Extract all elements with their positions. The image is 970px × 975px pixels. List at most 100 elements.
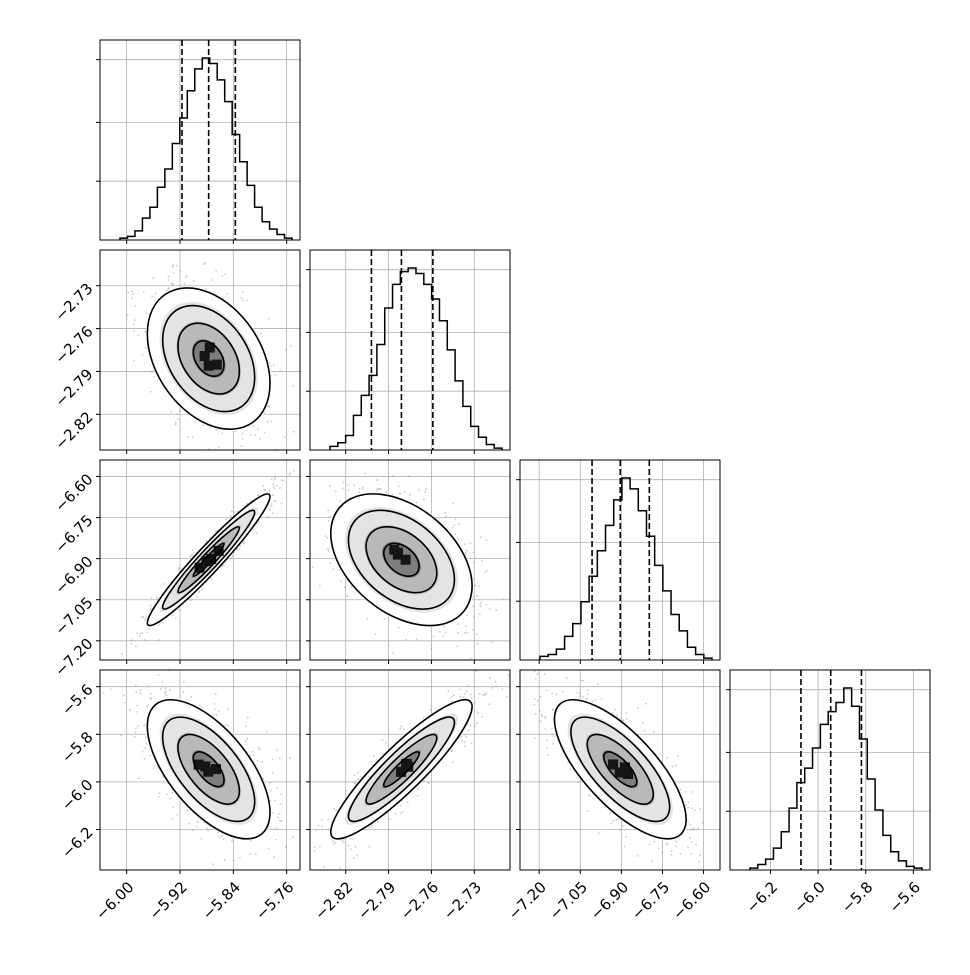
sample-point: [218, 447, 220, 449]
sample-point: [202, 706, 204, 708]
sample-point: [206, 540, 208, 542]
sample-point: [271, 503, 273, 505]
sample-point: [464, 632, 466, 634]
sample-point: [177, 567, 179, 569]
sample-point: [546, 740, 548, 742]
sample-point: [378, 488, 380, 490]
sample-point: [302, 358, 304, 360]
sample-point: [598, 832, 600, 834]
sample-point: [268, 848, 270, 850]
sample-point: [158, 674, 160, 676]
sample-point: [466, 632, 468, 634]
sample-point: [293, 470, 295, 472]
hist-panel-0: [96, 40, 300, 244]
sample-point: [308, 542, 310, 544]
sample-point: [481, 716, 483, 718]
sample-point: [273, 484, 275, 486]
sample-point: [314, 846, 316, 848]
sample-point: [597, 683, 599, 685]
sample-point: [624, 846, 626, 848]
sample-point: [470, 694, 472, 696]
sample-point: [321, 826, 323, 828]
sample-point: [626, 718, 628, 720]
sample-point: [348, 845, 350, 847]
density-bin: [393, 548, 403, 558]
panel-inner: [494, 665, 721, 882]
sample-point: [177, 418, 179, 420]
sample-point: [255, 434, 257, 436]
sample-point: [158, 624, 160, 626]
sample-point: [250, 853, 252, 855]
sample-point: [227, 725, 229, 727]
sample-point: [416, 638, 418, 640]
sample-point: [430, 648, 432, 650]
sample-point: [168, 287, 170, 289]
sample-point: [257, 495, 259, 497]
sample-point: [135, 685, 137, 687]
sample-point: [456, 646, 458, 648]
sample-point: [301, 483, 303, 485]
sample-point: [474, 702, 476, 704]
sample-point: [482, 694, 484, 696]
sample-point: [253, 425, 255, 427]
sample-point: [187, 810, 189, 812]
sample-point: [279, 813, 281, 815]
sample-point: [473, 616, 475, 618]
sample-point: [376, 759, 378, 761]
sample-point: [339, 500, 341, 502]
sample-point: [187, 436, 189, 438]
sample-point: [127, 292, 129, 294]
sample-point: [110, 235, 112, 237]
sample-point: [259, 438, 261, 440]
sample-point: [450, 751, 452, 753]
sample-point: [204, 262, 206, 264]
sample-point: [188, 823, 190, 825]
sample-point: [279, 820, 281, 822]
sample-point: [280, 369, 282, 371]
sample-point: [135, 731, 137, 733]
sample-point: [452, 503, 454, 505]
sample-point: [272, 512, 274, 514]
sample-point: [211, 279, 213, 281]
sample-point: [142, 632, 144, 634]
sample-point: [392, 475, 394, 477]
sample-point: [272, 494, 274, 496]
sample-point: [289, 757, 291, 759]
sample-point: [140, 689, 142, 691]
sample-point: [329, 516, 331, 518]
sample-point: [252, 751, 254, 753]
sample-point: [190, 599, 192, 601]
sample-point: [489, 608, 491, 610]
sample-point: [176, 265, 178, 267]
scatter-panel-3-1: [285, 658, 538, 878]
sample-point: [285, 349, 287, 351]
sample-point: [447, 690, 449, 692]
sample-point: [353, 857, 355, 859]
sample-point: [268, 318, 270, 320]
sample-point: [333, 808, 335, 810]
sample-point: [462, 696, 464, 698]
sample-point: [465, 552, 467, 554]
sample-point: [134, 736, 136, 738]
sample-point: [279, 757, 281, 759]
sample-point: [145, 617, 147, 619]
sample-point: [266, 516, 268, 518]
sample-point: [126, 314, 128, 316]
sample-point: [269, 782, 271, 784]
sample-point: [389, 818, 391, 820]
sample-point: [625, 712, 627, 714]
sample-point: [183, 681, 185, 683]
sample-point: [131, 297, 133, 299]
sample-point: [357, 772, 359, 774]
sample-point: [499, 667, 501, 669]
sample-point: [146, 632, 148, 634]
sample-point: [144, 639, 146, 641]
sample-point: [231, 840, 233, 842]
axes-frame: [310, 250, 510, 450]
sample-point: [133, 330, 135, 332]
sample-point: [466, 614, 468, 616]
sample-point: [459, 696, 461, 698]
sample-point: [306, 470, 308, 472]
sample-point: [294, 864, 296, 866]
